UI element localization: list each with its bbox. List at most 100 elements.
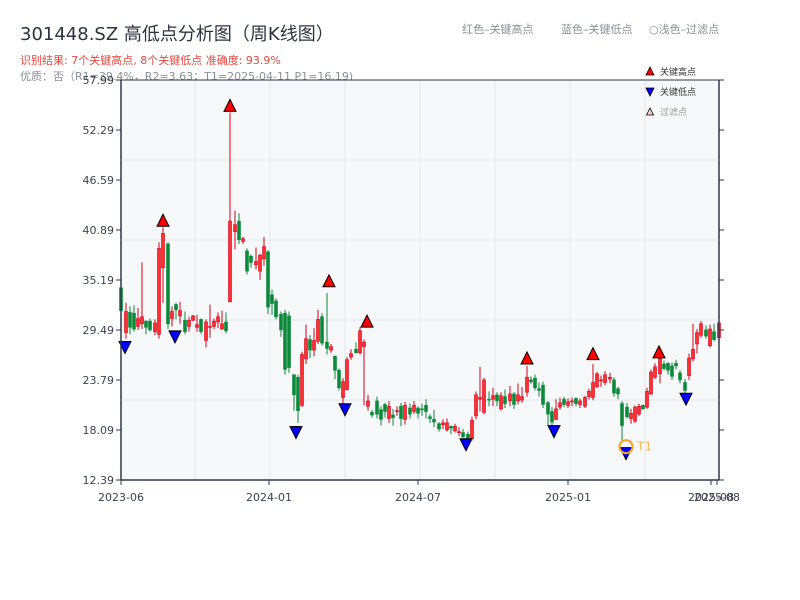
candle-up: [608, 376, 612, 380]
candle-up: [658, 357, 662, 375]
key-low-marker-icon: [679, 392, 693, 407]
candle-down: [296, 376, 300, 411]
candle-up: [441, 422, 445, 425]
t1-ring-icon: [618, 439, 634, 455]
candle-up: [566, 401, 570, 406]
key-low-marker-icon: [459, 438, 473, 452]
candle-up: [387, 405, 391, 419]
candle-down: [420, 408, 424, 411]
result-summary: 识别结果: 7个关键高点, 8个关键低点 准确度: 93.9%: [20, 54, 281, 67]
candle-up: [187, 319, 191, 327]
candle-up: [258, 255, 262, 272]
candle-down: [704, 329, 708, 337]
candle-down: [683, 382, 687, 391]
candle-down: [408, 407, 412, 415]
key-high-marker-icon: [652, 344, 666, 359]
candle-down: [144, 320, 148, 328]
candle-up: [216, 316, 220, 323]
x-tick-label: 2024-07: [395, 491, 441, 504]
candle-down: [562, 398, 566, 405]
candle-down: [399, 405, 403, 419]
candle-up: [587, 391, 591, 397]
key-low-marker-icon: [547, 425, 561, 439]
legend-label: 关键高点: [660, 66, 696, 78]
candle-up: [499, 395, 503, 410]
key-low-marker-icon: [118, 340, 132, 355]
candle-up: [157, 248, 161, 335]
candle-down: [625, 406, 629, 418]
candle-down: [224, 321, 228, 332]
candle-down: [274, 300, 278, 318]
y-tick-label: 29.49: [83, 324, 115, 337]
candle-up: [708, 328, 712, 347]
header-legend-light: ○浅色–过滤点: [649, 23, 720, 36]
x-tick-label: 2024-01: [246, 491, 292, 504]
candle-up: [649, 371, 653, 395]
candle-up: [220, 323, 224, 330]
key-low-marker-icon: [168, 330, 182, 345]
y-tick-label: 18.09: [83, 424, 115, 437]
candle-up: [161, 233, 165, 268]
candle-up: [645, 391, 649, 408]
candle-down: [662, 363, 666, 369]
candle-down: [237, 220, 241, 240]
candle-down: [166, 243, 170, 325]
candle-up: [140, 316, 144, 325]
candle-down: [537, 388, 541, 391]
candle-down: [287, 315, 291, 368]
t1-label: T1: [636, 440, 652, 454]
candle-down: [370, 412, 374, 416]
candle-down: [416, 407, 420, 414]
candle-up: [457, 431, 461, 433]
y-tick-label: 35.19: [83, 274, 115, 287]
candle-down: [678, 372, 682, 381]
legend-label: 关键低点: [660, 86, 696, 98]
candle-down: [533, 377, 537, 389]
candle-down: [174, 304, 178, 311]
candle-up: [358, 330, 362, 354]
candle-down: [283, 312, 287, 370]
candle-up: [362, 341, 366, 347]
candle-down: [574, 398, 578, 404]
candle-down: [424, 405, 428, 412]
y-tick-label: 23.79: [83, 374, 115, 387]
candle-up: [525, 376, 529, 393]
candle-down: [379, 409, 383, 420]
candle-up: [653, 366, 657, 378]
candle-down: [666, 362, 670, 371]
header-legend-blue: 蓝色–关键低点: [561, 23, 633, 36]
candle-down: [183, 319, 187, 332]
candle-down: [128, 312, 132, 328]
chart-title: 301448.SZ 高低点分析图（周K线图）: [20, 24, 334, 45]
candle-up: [554, 408, 558, 420]
candle-down: [503, 396, 507, 404]
candle-up: [195, 324, 199, 328]
candle-down: [292, 374, 296, 396]
candle-up: [312, 340, 316, 351]
legend-filtered-icon: [645, 107, 655, 116]
x-tick-label: 2025-08: [688, 491, 734, 504]
candle-down: [148, 320, 152, 331]
candles-layer: [119, 112, 721, 443]
candle-up: [695, 332, 699, 345]
candle-up: [637, 405, 641, 415]
key-high-marker-icon: [360, 314, 374, 328]
candle-down: [449, 426, 453, 429]
candle-down: [199, 319, 203, 332]
candle-up: [204, 321, 208, 341]
candle-down: [550, 411, 554, 423]
candle-up: [191, 315, 195, 321]
candle-up: [233, 224, 237, 232]
candle-up: [254, 261, 258, 266]
candle-down: [308, 339, 312, 351]
x-tick-label: 2025-08: [694, 491, 740, 504]
candle-down: [391, 414, 395, 418]
candle-down: [279, 313, 283, 331]
candle-down: [354, 348, 358, 354]
candle-down: [461, 432, 465, 438]
candle-up: [633, 406, 637, 422]
candle-up: [578, 400, 582, 405]
candle-down: [432, 419, 436, 423]
candle-down: [245, 250, 249, 272]
